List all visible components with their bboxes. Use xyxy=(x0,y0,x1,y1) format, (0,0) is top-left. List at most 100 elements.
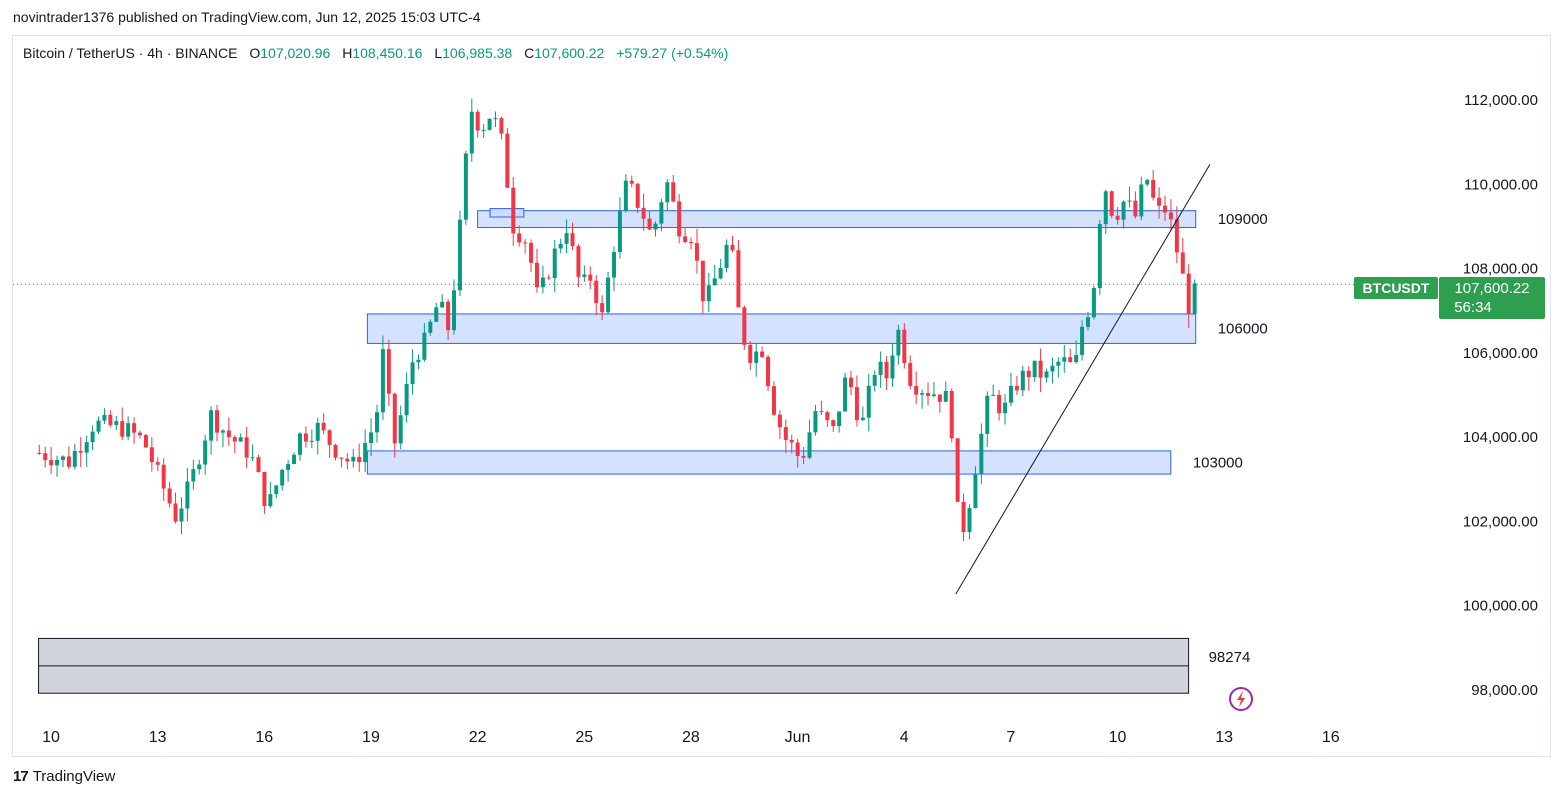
candle-body xyxy=(191,469,196,482)
footer-brand[interactable]: 17 TradingView xyxy=(13,768,115,785)
candle-body xyxy=(1026,370,1031,378)
candle-body xyxy=(623,180,628,212)
candle-body xyxy=(469,111,474,154)
x-tick-label: 10 xyxy=(1109,729,1127,746)
candle-body xyxy=(813,411,818,433)
candle-body xyxy=(49,460,54,466)
candle-body xyxy=(771,386,776,415)
candle-body xyxy=(854,387,859,421)
candle-body xyxy=(979,433,984,474)
candle-body xyxy=(511,187,516,234)
candle-body xyxy=(671,182,676,202)
footer-brand-label: TradingView xyxy=(32,768,116,785)
candle-body xyxy=(700,260,705,302)
candle-body xyxy=(617,211,622,253)
lightning-icon[interactable] xyxy=(1229,687,1253,711)
x-tick-label: 7 xyxy=(1006,729,1015,746)
candle-body xyxy=(60,456,65,460)
grey-zone-label: 98274 xyxy=(1209,649,1251,666)
candle-body xyxy=(481,129,486,131)
candle-body xyxy=(896,329,901,356)
candle-body xyxy=(588,274,593,281)
candle-body xyxy=(487,118,492,130)
candle-body xyxy=(848,377,853,388)
candle-body xyxy=(718,267,723,279)
candle-body xyxy=(155,462,160,465)
candle-body xyxy=(777,414,782,428)
candle-body xyxy=(878,361,883,375)
candle-body xyxy=(262,471,267,507)
candle-body xyxy=(552,248,557,279)
candle-body xyxy=(475,111,480,131)
candle-body xyxy=(1186,273,1191,314)
candle-body xyxy=(197,464,202,470)
candle-body xyxy=(428,321,433,333)
published-line: novintrader1376 published on TradingView… xyxy=(13,9,481,25)
candle-body xyxy=(766,356,771,387)
candle-body xyxy=(789,439,794,443)
zone-label-103000: 103000 xyxy=(1193,454,1243,471)
y-tick-label: 104,000.00 xyxy=(1463,429,1538,446)
y-tick-label: 100,000.00 xyxy=(1463,598,1538,615)
candle-body xyxy=(546,277,551,279)
candle-body xyxy=(860,417,865,421)
candle-body xyxy=(576,246,581,277)
candle-body xyxy=(955,438,960,502)
candle-body xyxy=(434,307,439,322)
close-label: C xyxy=(524,45,535,61)
x-tick-label: 13 xyxy=(1215,729,1233,746)
open-value: 107,020.96 xyxy=(260,45,331,61)
candle-body xyxy=(1008,385,1013,403)
zone-109000-inner xyxy=(489,208,525,218)
candle-body xyxy=(997,394,1002,414)
candle-body xyxy=(961,501,966,533)
candle-body xyxy=(1121,201,1126,220)
candle-body xyxy=(558,243,563,249)
candle-body xyxy=(215,410,220,433)
candle-body xyxy=(167,488,172,504)
candle-body xyxy=(333,444,338,458)
candle-body xyxy=(653,223,658,230)
candle-body xyxy=(973,473,978,509)
candle-body xyxy=(991,394,996,396)
x-tick-label: 4 xyxy=(900,729,909,746)
candle-body xyxy=(392,393,397,444)
candle-body xyxy=(72,450,77,467)
candle-body xyxy=(1014,385,1019,391)
zone-label-109000: 109000 xyxy=(1218,211,1268,228)
candle-body xyxy=(890,355,895,379)
zone-103000 xyxy=(366,450,1172,475)
candle-body xyxy=(1109,191,1114,216)
candle-body xyxy=(570,233,575,247)
candle-body xyxy=(137,432,142,436)
candle-body xyxy=(872,374,877,386)
candle-body xyxy=(783,427,788,440)
candle-body xyxy=(825,412,830,421)
candle-body xyxy=(404,383,409,416)
symbol-title[interactable]: Bitcoin / TetherUS · 4h · BINANCE xyxy=(23,45,238,61)
candle-body xyxy=(386,349,391,394)
candle-body xyxy=(1151,179,1156,198)
candle-body xyxy=(706,285,711,302)
candle-body xyxy=(256,457,261,472)
low-label: L xyxy=(434,45,443,61)
candle-body xyxy=(1044,371,1049,378)
open-label: O xyxy=(249,45,261,61)
candle-body xyxy=(534,262,539,288)
candle-body xyxy=(1056,361,1061,366)
candle-body xyxy=(297,433,302,455)
candle-body xyxy=(446,301,451,331)
candle-body xyxy=(351,456,356,462)
candle-body xyxy=(641,207,646,219)
candle-body xyxy=(748,344,753,363)
candle-body xyxy=(226,430,231,438)
trendline xyxy=(955,164,1211,595)
candle-body xyxy=(274,485,279,495)
candle-body xyxy=(795,442,800,457)
candle-body xyxy=(315,422,320,441)
candle-body xyxy=(232,437,237,442)
candle-body xyxy=(1050,365,1055,372)
change-value: +579.27 (+0.54%) xyxy=(616,45,729,61)
candle-body xyxy=(760,351,765,357)
